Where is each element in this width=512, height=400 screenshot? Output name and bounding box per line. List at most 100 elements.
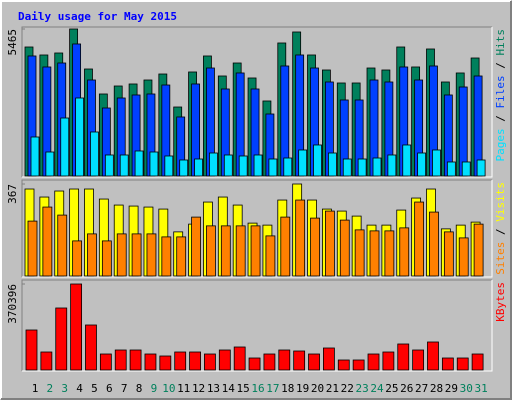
- x-tick-label: 10: [162, 382, 175, 395]
- legend-separator: /: [494, 62, 507, 69]
- x-tick-label: 11: [177, 382, 190, 395]
- panel-bevel: [21, 179, 492, 277]
- bar: [283, 157, 293, 177]
- x-tick-label: 8: [136, 382, 143, 395]
- bar: [179, 159, 189, 177]
- bar: [176, 236, 187, 277]
- bar: [223, 154, 233, 177]
- bar: [220, 225, 231, 277]
- bar: [354, 229, 365, 277]
- legend-entry: Sites: [494, 242, 507, 275]
- bar: [85, 324, 97, 371]
- bar: [159, 355, 172, 371]
- x-tick-label: 27: [415, 382, 428, 395]
- x-tick-label: 29: [445, 382, 458, 395]
- bar: [432, 149, 441, 177]
- x-tick-label: 16: [251, 382, 264, 395]
- bar: [70, 283, 83, 371]
- bar: [295, 199, 306, 277]
- bar: [55, 307, 68, 371]
- bar: [72, 240, 83, 277]
- panel-bevel: [21, 26, 492, 177]
- x-tick-label: 18: [281, 382, 294, 395]
- bar: [443, 231, 454, 277]
- bar: [308, 353, 320, 371]
- bar: [104, 154, 114, 177]
- x-tick-label: 15: [237, 382, 250, 395]
- bar: [149, 151, 159, 177]
- bar: [263, 353, 276, 371]
- bar: [204, 353, 216, 371]
- bar: [337, 359, 350, 371]
- bar: [417, 152, 427, 177]
- bar: [446, 161, 456, 177]
- bar: [233, 346, 246, 371]
- legend-entry: Hits: [494, 29, 507, 56]
- bar: [471, 353, 484, 371]
- bar: [397, 343, 410, 371]
- bar: [57, 214, 68, 277]
- x-tick-label: 14: [222, 382, 236, 395]
- bar: [382, 351, 395, 371]
- bar: [253, 154, 263, 177]
- bar: [235, 225, 246, 277]
- bar: [99, 353, 112, 371]
- bar: [164, 155, 174, 177]
- bar: [60, 117, 70, 177]
- bar: [87, 233, 97, 277]
- x-tick-label: 3: [61, 382, 68, 395]
- bar: [429, 211, 439, 277]
- bar: [384, 230, 395, 277]
- bar: [90, 131, 99, 177]
- bar: [268, 158, 278, 177]
- x-tick-label: 7: [121, 382, 128, 395]
- bar: [342, 158, 352, 177]
- x-tick-label: 2: [47, 382, 54, 395]
- bar: [293, 350, 306, 371]
- legend: Sites / Visits: [494, 182, 507, 275]
- bar: [369, 230, 380, 277]
- panel-bevel: [21, 279, 492, 371]
- bar: [367, 353, 380, 371]
- bar: [129, 349, 142, 371]
- bar: [209, 152, 218, 177]
- x-tick-label: 20: [311, 382, 324, 395]
- bar: [194, 158, 203, 177]
- bar: [27, 220, 38, 277]
- bar: [144, 353, 157, 371]
- bar: [387, 154, 397, 177]
- x-tick-label: 26: [400, 382, 413, 395]
- bar: [101, 240, 112, 277]
- bar: [250, 225, 261, 277]
- bar: [218, 349, 231, 371]
- bar: [116, 233, 127, 277]
- y-tick-label: 370396: [6, 284, 19, 324]
- x-tick-label: 31: [474, 382, 487, 395]
- x-tick-label: 12: [192, 382, 205, 395]
- x-tick-label: 13: [207, 382, 220, 395]
- bar: [40, 351, 53, 371]
- bar: [265, 235, 276, 277]
- bar: [191, 216, 201, 277]
- x-tick-label: 1: [32, 382, 39, 395]
- bar: [414, 201, 425, 277]
- bar: [310, 217, 320, 277]
- x-tick-label: 22: [341, 382, 354, 395]
- bar: [146, 233, 157, 277]
- bar: [119, 154, 129, 177]
- x-tick-label: 24: [370, 382, 384, 395]
- y-tick-label: 367: [6, 184, 19, 204]
- x-tick-label: 6: [106, 382, 113, 395]
- bar: [412, 349, 425, 371]
- bar: [324, 210, 335, 277]
- legend-entry: Visits: [494, 182, 507, 222]
- bar: [248, 357, 261, 371]
- chart-title: Daily usage for May 2015: [18, 10, 177, 23]
- bar: [114, 349, 127, 371]
- bar: [327, 152, 337, 177]
- bar: [458, 237, 469, 277]
- bar: [206, 225, 216, 277]
- x-tick-label: 17: [266, 382, 279, 395]
